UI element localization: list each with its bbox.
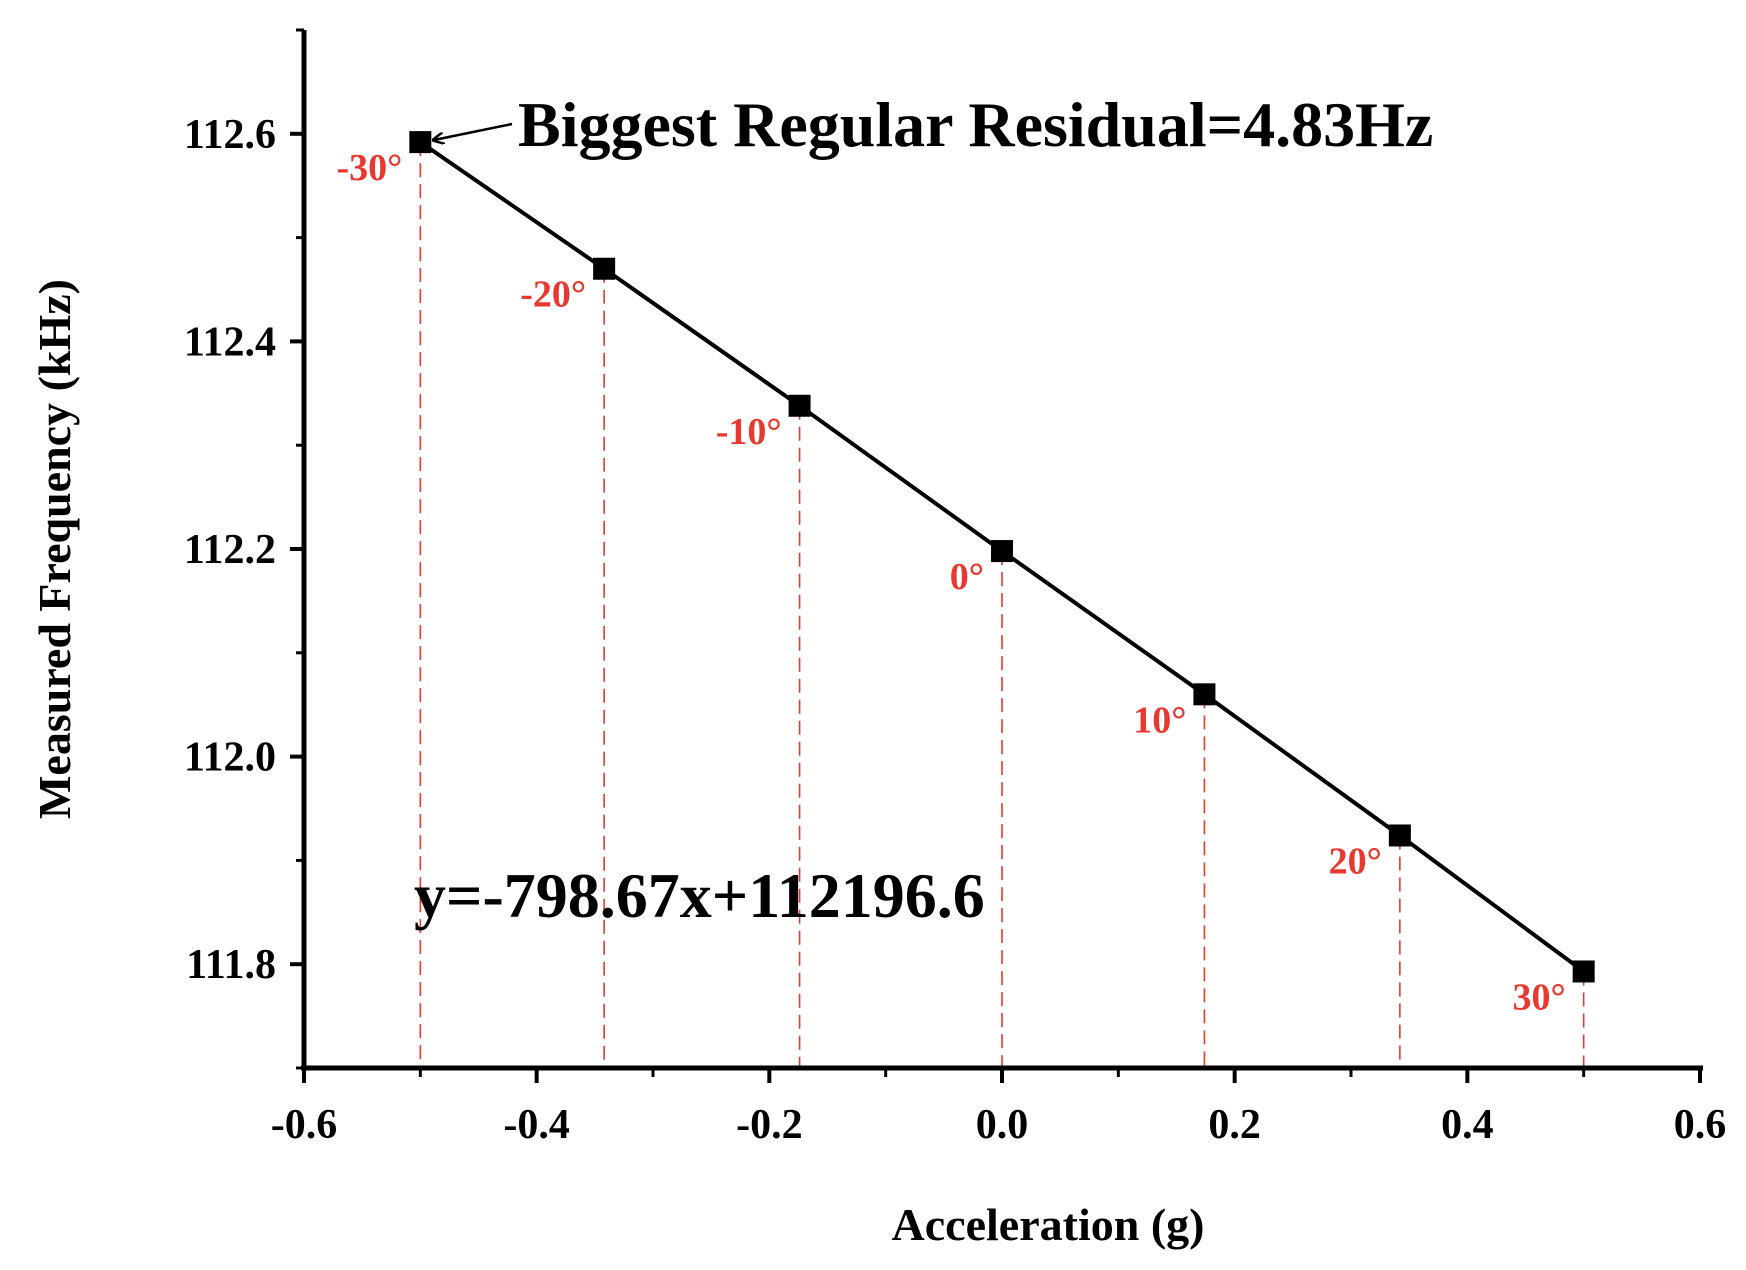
x-tick-label: -0.6 [271,1102,338,1148]
residual-annotation: Biggest Regular Residual=4.83Hz [518,89,1433,160]
drop-lines [419,142,1585,1068]
series [409,131,1595,983]
x-tick-label: 0.0 [976,1102,1029,1148]
x-tick-label: -0.2 [736,1102,803,1148]
data-point [1388,824,1411,847]
ticks [290,28,1702,1083]
data-point [1193,683,1216,706]
point-label: 0° [950,556,984,598]
data-point [1572,960,1595,983]
point-label: -30° [336,147,402,189]
fit-equation: y=-798.67x+112196.6 [414,860,985,931]
y-tick-label: 112.2 [184,527,276,573]
x-axis-title: Acceleration (g) [892,1199,1205,1250]
y-tick-label: 112.0 [184,735,276,781]
point-label: -20° [520,274,586,316]
tick-labels: -0.6 -0.4 -0.2 0.0 0.2 0.4 0.6 111.8 112.0 112.2 1… [184,112,1726,1148]
y-tick-label: 112.4 [184,319,276,365]
point-label: 10° [1133,699,1186,741]
x-tick-label: 0.4 [1441,1102,1494,1148]
annotation-arrow [434,122,513,140]
point-label: 20° [1329,840,1382,882]
x-tick-label: 0.6 [1674,1102,1727,1148]
y-axis-title: Measured Frequency (kHz) [29,279,80,819]
data-point [593,257,616,280]
data-point [788,394,811,417]
data-point [409,131,432,154]
point-label: 30° [1512,976,1565,1018]
y-tick-label: 111.8 [186,942,276,988]
x-tick-label: -0.4 [503,1102,570,1148]
point-label: -10° [716,411,782,453]
x-tick-label: 0.2 [1208,1102,1261,1148]
data-point [991,540,1013,563]
y-tick-label: 112.6 [184,112,276,158]
point-labels: -30° -20° -10° 0° 10° 20° 30° [336,147,1565,1018]
